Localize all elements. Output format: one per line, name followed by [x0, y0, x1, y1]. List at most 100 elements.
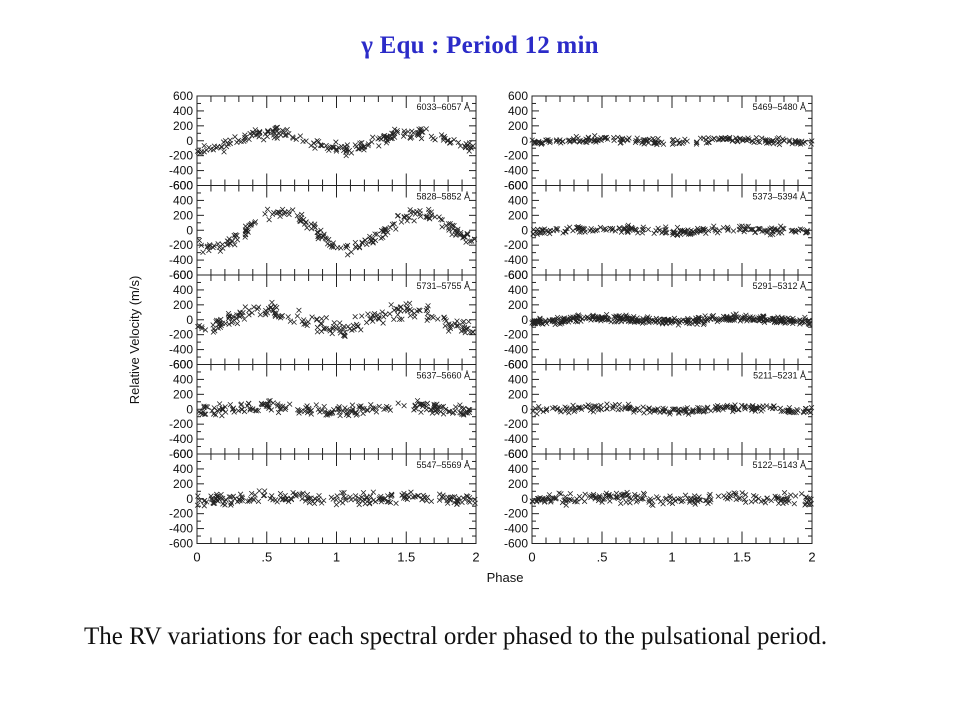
- data-point: [339, 490, 345, 496]
- data-point: [213, 496, 220, 502]
- data-point: [613, 494, 619, 500]
- data-point: [337, 412, 343, 419]
- data-point: [460, 319, 466, 326]
- data-point: [299, 211, 305, 218]
- data-point: [463, 326, 470, 332]
- x-tick-label: .5: [261, 550, 272, 565]
- data-point: [624, 489, 630, 496]
- data-point: [675, 322, 682, 328]
- data-point: [265, 128, 271, 134]
- data-point: [263, 307, 269, 314]
- data-point: [223, 143, 230, 150]
- y-tick-label: 600: [173, 268, 193, 282]
- data-point: [696, 408, 702, 415]
- data-point: [418, 126, 424, 132]
- data-point: [705, 500, 711, 507]
- data-point: [680, 406, 687, 413]
- data-point: [538, 140, 545, 146]
- data-point: [671, 315, 678, 322]
- data-point: [714, 403, 721, 409]
- y-tick-label: 600: [173, 358, 193, 372]
- data-point: [299, 491, 305, 497]
- data-point: [784, 494, 790, 501]
- data-point: [800, 408, 807, 415]
- data-point: [664, 230, 670, 236]
- data-point: [368, 402, 374, 408]
- data-point: [290, 489, 296, 496]
- data-point: [329, 330, 335, 337]
- data-point: [669, 137, 676, 143]
- data-point: [563, 502, 569, 508]
- data-point: [296, 216, 302, 223]
- data-point: [669, 141, 676, 147]
- data-point: [256, 128, 263, 135]
- data-point: [394, 213, 401, 219]
- data-point: [599, 499, 605, 505]
- data-point: [343, 147, 350, 154]
- data-point: [750, 403, 756, 409]
- data-point: [660, 501, 666, 507]
- data-point: [640, 490, 647, 497]
- data-point: [224, 238, 231, 244]
- data-point: [303, 405, 309, 411]
- y-tick-label: -200: [169, 507, 193, 521]
- data-point: [787, 407, 793, 414]
- data-point: [359, 405, 365, 412]
- y-tick-label: -400: [504, 253, 528, 267]
- data-point: [436, 214, 442, 220]
- data-point: [333, 148, 340, 154]
- data-point: [727, 495, 733, 501]
- data-point: [592, 496, 598, 502]
- data-point: [782, 320, 788, 326]
- data-point: [424, 311, 431, 317]
- data-point: [686, 231, 692, 237]
- data-point: [321, 403, 327, 410]
- data-point: [397, 304, 404, 310]
- data-point: [252, 492, 258, 498]
- data-point: [215, 241, 221, 247]
- y-tick-label: -600: [504, 537, 528, 551]
- data-point: [393, 306, 400, 312]
- data-point: [410, 130, 417, 136]
- data-point: [738, 316, 745, 322]
- data-point: [634, 319, 641, 325]
- data-point: [740, 137, 746, 144]
- x-tick-label: 1: [333, 550, 340, 565]
- data-point: [417, 401, 423, 408]
- data-point: [368, 315, 374, 322]
- data-point: [282, 406, 288, 413]
- data-point: [319, 142, 325, 149]
- data-point: [590, 409, 597, 415]
- data-point: [245, 498, 251, 505]
- data-point: [272, 303, 278, 309]
- data-point: [736, 406, 742, 413]
- data-point: [252, 407, 259, 414]
- data-point: [229, 319, 235, 326]
- data-point: [342, 497, 349, 503]
- data-point: [378, 235, 384, 241]
- data-point: [716, 136, 722, 142]
- data-point: [395, 312, 401, 318]
- data-point: [795, 227, 802, 234]
- data-point: [326, 411, 333, 417]
- data-point: [794, 406, 800, 413]
- data-point: [417, 211, 423, 217]
- data-point: [267, 495, 273, 502]
- data-point: [583, 404, 589, 410]
- data-point: [361, 406, 367, 412]
- data-point: [529, 498, 535, 504]
- data-point: [763, 227, 769, 234]
- data-point: [424, 400, 431, 406]
- data-point: [560, 139, 566, 145]
- data-point: [334, 406, 341, 412]
- data-point: [786, 137, 793, 143]
- data-point: [195, 493, 201, 499]
- data-point: [445, 494, 451, 500]
- data-point: [733, 496, 739, 503]
- data-point: [737, 495, 743, 501]
- data-point: [647, 496, 653, 502]
- data-point: [447, 494, 453, 501]
- data-point: [216, 401, 223, 407]
- data-point: [646, 405, 652, 411]
